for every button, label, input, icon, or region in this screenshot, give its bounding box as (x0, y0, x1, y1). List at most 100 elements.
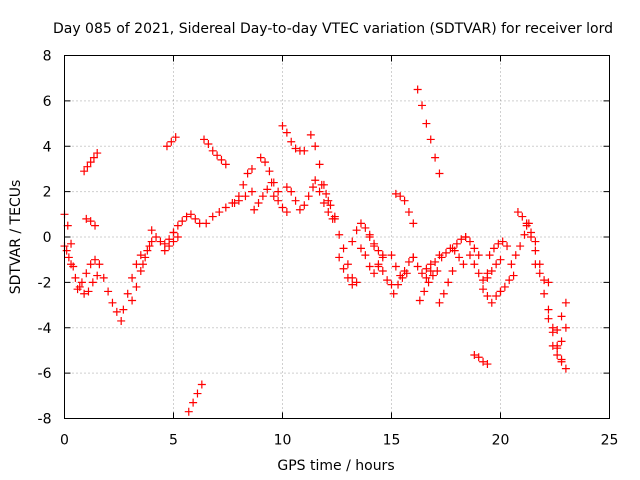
data-point (93, 149, 102, 158)
data-series-arc-49 (496, 271, 518, 296)
y-tick-label: -6 (38, 366, 52, 382)
data-point (291, 144, 300, 153)
data-point (479, 285, 488, 294)
data-point (418, 269, 427, 278)
data-point (557, 357, 566, 366)
data-point (557, 312, 566, 321)
data-point (256, 153, 265, 162)
data-point (474, 353, 483, 362)
x-tick-label: 5 (169, 433, 178, 449)
data-series-arc-52 (522, 221, 544, 269)
data-point (437, 253, 446, 262)
data-point (496, 255, 505, 264)
data-series-arc-13 (162, 133, 180, 151)
data-point (324, 208, 333, 217)
data-point (365, 230, 374, 239)
data-point (213, 151, 222, 160)
data-point (141, 253, 150, 262)
data-point (315, 187, 324, 196)
data-point (400, 196, 409, 205)
data-point (86, 158, 95, 167)
data-point (208, 212, 217, 221)
data-point (513, 208, 522, 217)
data-point (544, 305, 553, 314)
data-point (389, 289, 398, 298)
data-series-arc-18 (230, 164, 256, 207)
data-point (71, 273, 80, 282)
data-series-arc-34 (389, 269, 411, 298)
data-point (348, 280, 357, 289)
data-point (442, 248, 450, 257)
data-series-arc-06 (82, 214, 100, 230)
data-point (80, 289, 89, 298)
data-point (428, 271, 437, 280)
data-point (147, 237, 156, 246)
data-point (455, 253, 464, 262)
data-point (561, 323, 570, 332)
data-point (396, 192, 405, 201)
data-point (67, 260, 76, 269)
data-point (62, 246, 71, 255)
data-point (448, 267, 457, 276)
data-point (173, 233, 182, 241)
data-point (64, 253, 73, 262)
y-tick-label: 6 (43, 94, 52, 110)
data-point (409, 219, 418, 228)
data-point (82, 269, 91, 278)
data-point (426, 267, 435, 276)
data-point (184, 407, 193, 416)
data-point (378, 267, 387, 276)
data-series-arc-04 (73, 255, 100, 294)
data-series-arc-31 (365, 230, 387, 260)
data-series-arc-27 (330, 214, 357, 282)
data-point (147, 226, 156, 235)
data-point (278, 203, 287, 212)
data-point (548, 328, 557, 337)
data-point (561, 298, 570, 307)
data-series-arc-39 (422, 251, 444, 282)
data-point (169, 237, 178, 246)
data-point (258, 192, 267, 201)
data-point (485, 251, 494, 260)
data-point (494, 239, 503, 248)
data-point (239, 180, 248, 189)
data-point (282, 183, 291, 192)
data-point (282, 208, 291, 217)
data-point (531, 260, 540, 269)
data-point (448, 244, 457, 253)
data-point (83, 162, 92, 171)
data-point (553, 326, 562, 335)
data-point (330, 214, 339, 223)
data-series-arc-14 (169, 210, 204, 237)
data-point (165, 235, 174, 244)
data-point (99, 273, 108, 282)
data-series-arc-30 (356, 244, 387, 278)
data-point (492, 291, 501, 300)
data-point (173, 221, 182, 230)
data-point (561, 364, 570, 373)
data-point (404, 208, 413, 217)
data-point (165, 242, 174, 251)
data-point (527, 233, 536, 241)
data-point (306, 130, 315, 139)
data-point (540, 289, 549, 298)
data-series-arc-16 (200, 135, 230, 169)
data-point (167, 137, 176, 146)
data-point (254, 198, 263, 207)
data-point (426, 260, 435, 269)
data-point (91, 255, 100, 264)
data-point (189, 398, 198, 407)
data-point (409, 253, 418, 262)
data-point (162, 142, 171, 151)
data-point (261, 158, 270, 167)
y-tick-label: -4 (38, 321, 52, 337)
data-point (335, 230, 344, 239)
x-tick-label: 20 (492, 433, 510, 449)
data-point (487, 267, 496, 276)
data-point (544, 314, 553, 323)
data-point (178, 217, 187, 226)
data-point (479, 276, 488, 285)
data-point (208, 146, 217, 155)
data-point (324, 196, 333, 205)
data-point (322, 189, 331, 198)
